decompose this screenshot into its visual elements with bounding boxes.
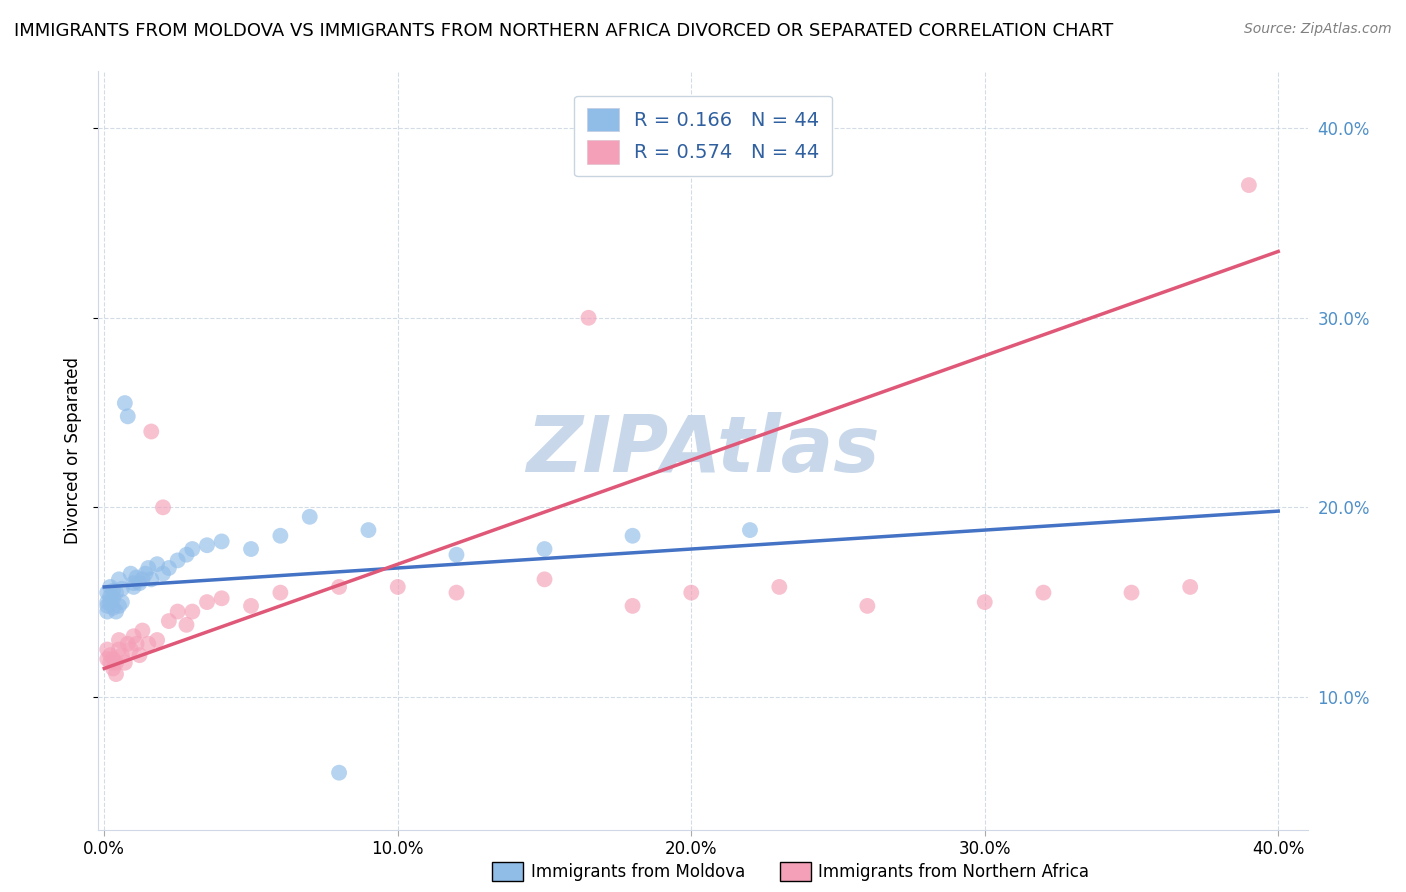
Point	[152, 566, 174, 581]
Point	[125, 637, 148, 651]
Point	[98, 595, 121, 609]
Point	[533, 573, 555, 587]
Point	[122, 576, 145, 591]
Point	[856, 599, 879, 613]
Point	[136, 637, 159, 651]
Point	[211, 534, 233, 549]
Text: Source: ZipAtlas.com: Source: ZipAtlas.com	[1244, 22, 1392, 37]
Point	[146, 557, 169, 572]
Point	[136, 561, 159, 575]
Point	[120, 566, 142, 581]
Point	[98, 656, 121, 670]
Point	[101, 583, 124, 598]
Point	[1237, 178, 1260, 193]
Point	[738, 523, 761, 537]
Point	[269, 585, 291, 599]
Point	[108, 573, 131, 587]
Point	[176, 618, 198, 632]
Text: Immigrants from Moldova: Immigrants from Moldova	[531, 863, 745, 881]
Point	[117, 409, 139, 424]
Point	[181, 542, 204, 557]
Point	[240, 599, 263, 613]
Point	[108, 633, 131, 648]
Point	[111, 595, 134, 609]
Point	[114, 396, 136, 410]
Point	[446, 548, 468, 562]
Point	[157, 614, 180, 628]
Point	[131, 573, 153, 587]
Point	[152, 500, 174, 515]
Text: IMMIGRANTS FROM MOLDOVA VS IMMIGRANTS FROM NORTHERN AFRICA DIVORCED OR SEPARATED: IMMIGRANTS FROM MOLDOVA VS IMMIGRANTS FR…	[14, 22, 1114, 40]
Point	[1121, 585, 1143, 599]
Point	[269, 529, 291, 543]
Text: ZIPAtlas: ZIPAtlas	[526, 412, 880, 489]
Point	[96, 642, 118, 657]
Point	[128, 648, 150, 662]
Point	[1180, 580, 1202, 594]
Point	[141, 573, 163, 587]
Point	[114, 656, 136, 670]
Point	[122, 580, 145, 594]
Point	[96, 652, 118, 666]
Point	[240, 542, 263, 557]
Point	[446, 585, 468, 599]
Point	[578, 310, 600, 325]
Point	[105, 667, 128, 681]
Point	[166, 553, 188, 567]
Point	[96, 595, 118, 609]
Point	[195, 595, 218, 609]
Point	[98, 580, 121, 594]
Point	[973, 595, 995, 609]
Point	[181, 605, 204, 619]
Point	[111, 648, 134, 662]
Point	[111, 582, 134, 596]
Point	[681, 585, 703, 599]
Point	[141, 425, 163, 439]
Point	[120, 642, 142, 657]
Point	[98, 590, 121, 604]
Point	[101, 600, 124, 615]
Point	[101, 591, 124, 606]
Point	[176, 548, 198, 562]
Point	[533, 542, 555, 557]
Point	[101, 661, 124, 675]
Point	[357, 523, 380, 537]
Point	[98, 648, 121, 662]
Y-axis label: Divorced or Separated: Divorced or Separated	[65, 357, 83, 544]
Point	[146, 633, 169, 648]
Point	[328, 580, 350, 594]
Point	[96, 599, 118, 613]
Point	[621, 529, 644, 543]
Point	[195, 538, 218, 552]
Point	[157, 561, 180, 575]
Point	[131, 624, 153, 638]
Text: Immigrants from Northern Africa: Immigrants from Northern Africa	[818, 863, 1090, 881]
Point	[105, 605, 128, 619]
Point	[105, 656, 128, 670]
Point	[211, 591, 233, 606]
Point	[108, 599, 131, 613]
Point	[96, 585, 118, 599]
Legend: R = 0.166   N = 44, R = 0.574   N = 44: R = 0.166 N = 44, R = 0.574 N = 44	[574, 95, 832, 177]
Point	[128, 576, 150, 591]
Point	[768, 580, 790, 594]
Point	[166, 605, 188, 619]
Point	[125, 570, 148, 584]
Point	[328, 765, 350, 780]
Point	[134, 566, 156, 581]
Point	[96, 605, 118, 619]
Point	[108, 642, 131, 657]
Point	[387, 580, 409, 594]
Point	[621, 599, 644, 613]
Point	[105, 585, 128, 599]
Point	[298, 509, 321, 524]
Point	[101, 652, 124, 666]
Point	[122, 629, 145, 643]
Point	[117, 637, 139, 651]
Point	[1032, 585, 1054, 599]
